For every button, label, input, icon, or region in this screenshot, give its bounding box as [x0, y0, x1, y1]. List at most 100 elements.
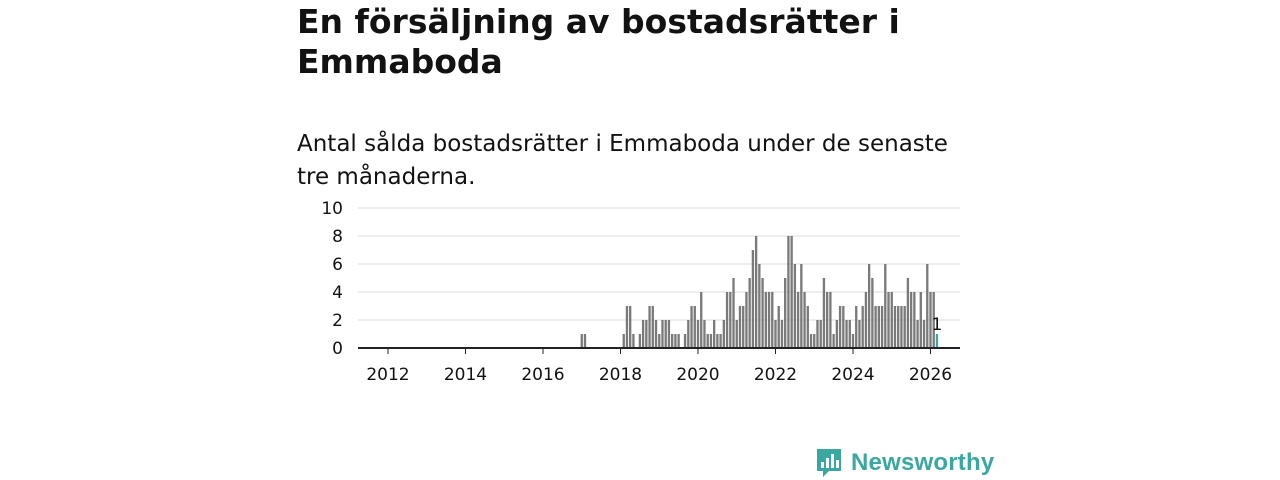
bar	[748, 278, 751, 348]
newsworthy-logo-icon	[817, 449, 841, 477]
x-tick-label: 2018	[599, 365, 642, 385]
bar	[738, 306, 742, 348]
bar	[890, 292, 893, 348]
bar	[658, 334, 661, 348]
chart-title: En försäljning av bostadsrätter i Emmabo…	[297, 2, 900, 81]
x-tick-label: 2026	[909, 365, 952, 385]
bar	[661, 320, 664, 348]
bar	[690, 306, 693, 348]
bar	[638, 334, 642, 348]
bar	[926, 264, 929, 348]
bar	[774, 320, 777, 348]
bar	[625, 306, 629, 348]
y-tick-label: 2	[332, 311, 343, 331]
y-tick-label: 8	[332, 227, 343, 247]
bar	[832, 334, 835, 348]
highlight-bar	[935, 334, 939, 348]
bar	[693, 306, 696, 348]
bar	[867, 264, 871, 348]
bar	[703, 320, 706, 348]
bar	[790, 236, 793, 348]
bar	[893, 306, 897, 348]
bar	[629, 306, 632, 348]
x-tick-label: 2022	[754, 365, 797, 385]
bar	[648, 306, 651, 348]
bar	[651, 306, 654, 348]
x-tick-label: 2024	[831, 365, 874, 385]
bar	[632, 334, 635, 348]
bar	[932, 292, 935, 348]
bar	[667, 320, 671, 348]
x-tick-label: 2020	[676, 365, 719, 385]
bar	[842, 306, 845, 348]
bar	[700, 292, 703, 348]
bar	[745, 292, 748, 348]
bar	[887, 292, 890, 348]
bar	[771, 292, 774, 348]
bar	[819, 320, 822, 348]
bar	[813, 334, 816, 348]
bar	[732, 278, 735, 348]
x-tick-label: 2016	[521, 365, 564, 385]
bar	[903, 306, 906, 348]
bar	[909, 292, 913, 348]
y-tick-label: 10	[321, 199, 343, 219]
brand-name: Newsworthy	[851, 449, 995, 476]
bar	[803, 292, 806, 348]
bar	[645, 320, 648, 348]
bar	[806, 306, 809, 348]
bar	[764, 292, 767, 348]
bar	[884, 264, 887, 348]
bar-chart: 1 0 2 4 6 8 10 2012 2014 2016 2018 2020 2022 2024 202…	[321, 199, 960, 385]
bar	[838, 306, 842, 348]
bar	[880, 306, 884, 348]
bar	[641, 320, 645, 348]
bar	[767, 292, 771, 348]
bar	[906, 278, 910, 348]
bar	[871, 278, 874, 348]
bar	[671, 334, 674, 348]
bar	[855, 306, 858, 348]
bar	[761, 278, 764, 348]
bar	[826, 292, 829, 348]
newsworthy-logo: Newsworthy	[815, 446, 994, 480]
bar	[809, 334, 813, 348]
bar	[845, 320, 848, 348]
bar	[654, 320, 658, 348]
bar	[664, 320, 667, 348]
x-tick-label: 2014	[444, 365, 487, 385]
y-tick-label: 6	[332, 255, 343, 275]
bar	[735, 320, 738, 348]
bar	[716, 334, 719, 348]
bar	[851, 334, 855, 348]
bar	[583, 334, 587, 348]
x-tick-label: 2012	[366, 365, 409, 385]
bar	[674, 334, 677, 348]
bar	[848, 320, 851, 348]
bar	[712, 320, 716, 348]
bar	[864, 292, 868, 348]
bar	[793, 264, 797, 348]
y-tick-label: 4	[332, 283, 343, 303]
bar	[874, 306, 877, 348]
bar	[796, 292, 800, 348]
bar	[913, 292, 916, 348]
bar	[687, 320, 690, 348]
bar	[877, 306, 880, 348]
y-tick-label: 0	[332, 339, 343, 359]
chart-subtitle: Antal sålda bostadsrätter i Emmaboda und…	[297, 131, 948, 190]
bar	[916, 320, 919, 348]
bar	[706, 334, 709, 348]
bar	[742, 306, 745, 348]
bar	[725, 292, 729, 348]
bar	[829, 292, 832, 348]
bar	[922, 320, 926, 348]
bar	[729, 292, 732, 348]
bar	[929, 292, 932, 348]
bar	[751, 250, 755, 348]
bar	[683, 334, 687, 348]
highlight-data-label: 1	[932, 315, 943, 335]
bar	[900, 306, 903, 348]
bar	[722, 320, 725, 348]
bar	[919, 292, 922, 348]
